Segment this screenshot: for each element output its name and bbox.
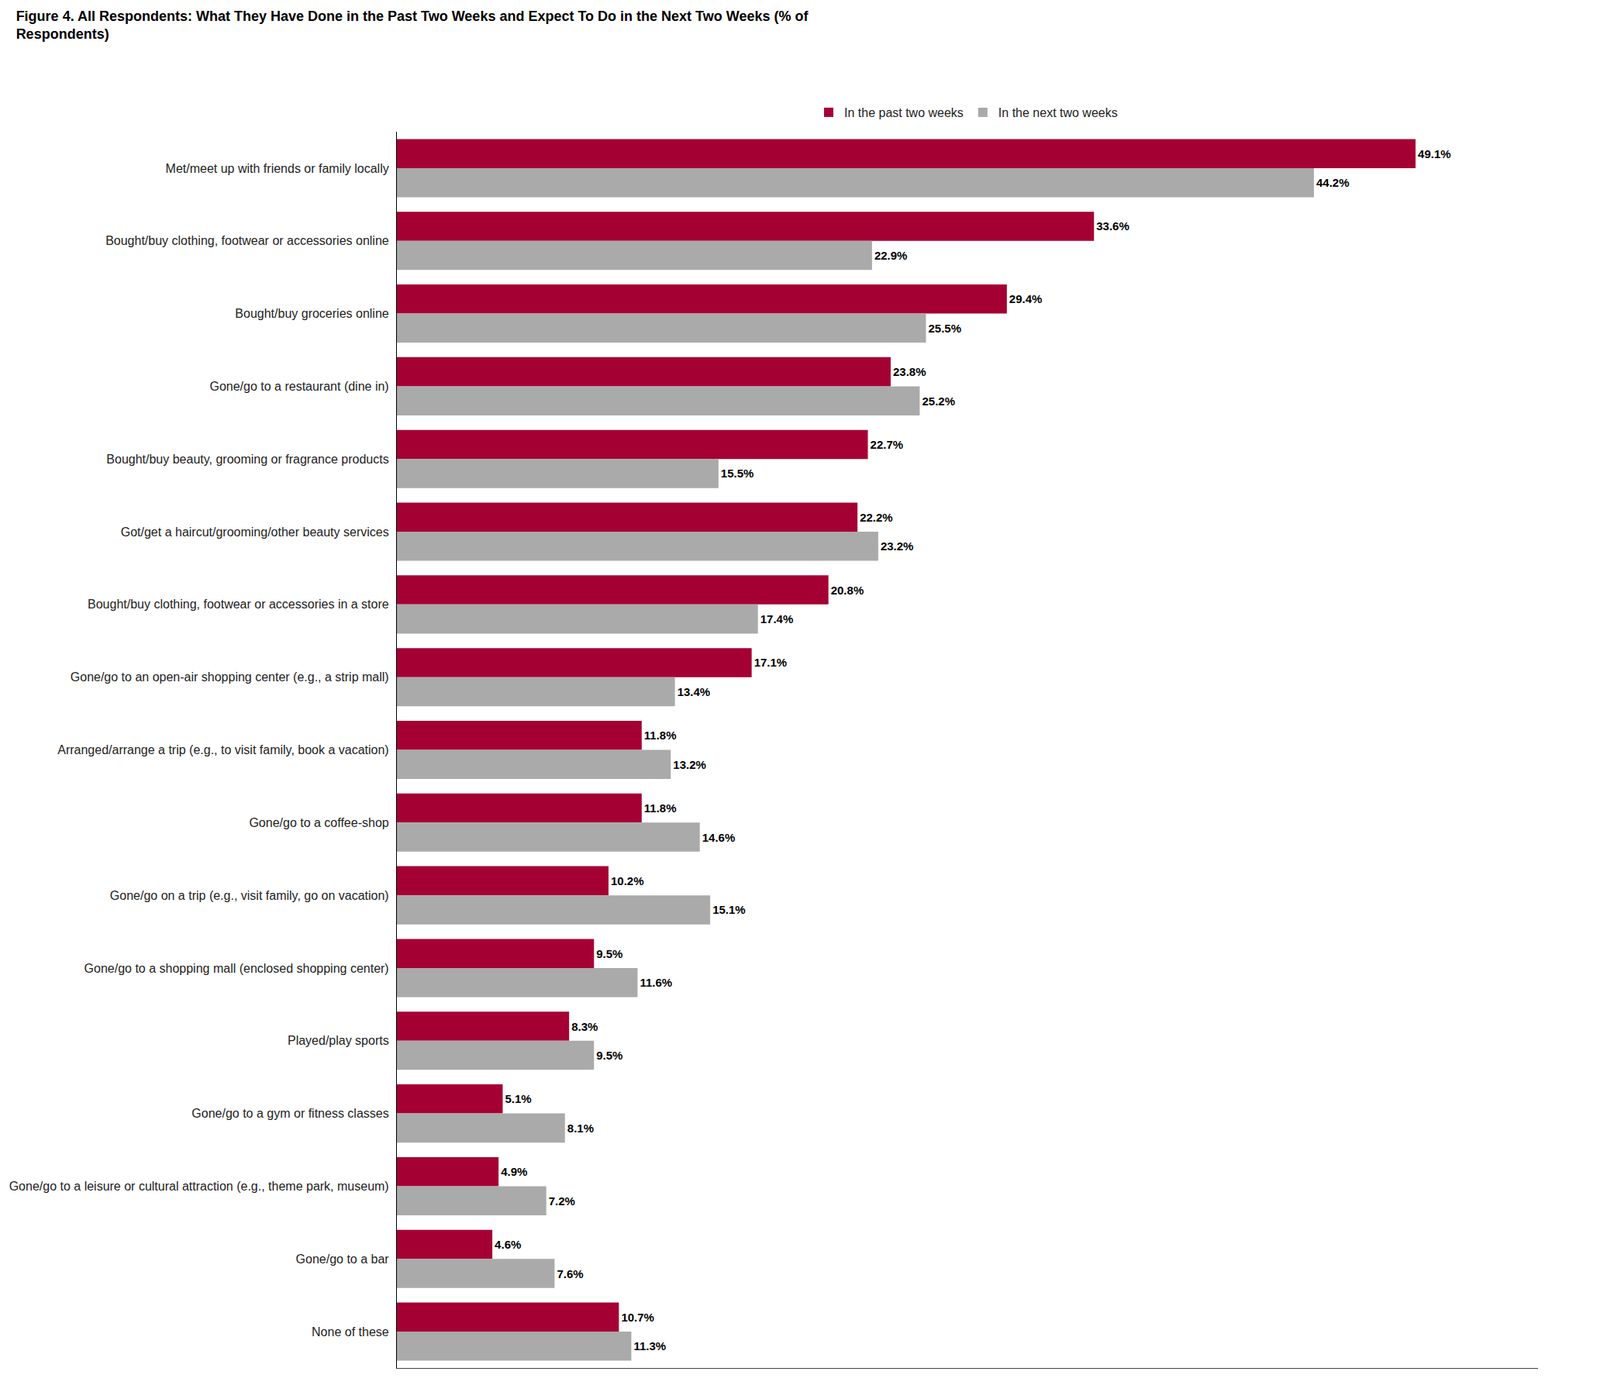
svg-text:Arranged/arrange a trip (e.g.,: Arranged/arrange a trip (e.g., to visit … [57,743,389,757]
svg-text:15.5%: 15.5% [720,466,755,480]
svg-text:8.3%: 8.3% [571,1020,598,1034]
svg-text:Gone/go to a bar: Gone/go to a bar [296,1252,390,1266]
svg-text:9.5%: 9.5% [596,1048,623,1063]
svg-text:Figure 4. All Respondents: Wha: Figure 4. All Respondents: What They Hav… [16,8,810,42]
svg-text:10.2%: 10.2% [610,874,645,888]
svg-text:8.1%: 8.1% [567,1121,594,1135]
svg-text:Got/get a haircut/grooming/oth: Got/get a haircut/grooming/other beauty … [120,525,390,539]
svg-text:In the next two weeks: In the next two weeks [998,106,1118,120]
svg-text:Gone/go to an open-air shoppin: Gone/go to an open-air shopping center (… [70,670,390,684]
svg-text:Bought/buy beauty, grooming or: Bought/buy beauty, grooming or fragrance… [106,452,389,466]
svg-text:None of these: None of these [311,1325,390,1339]
svg-text:23.8%: 23.8% [893,365,927,379]
svg-text:10.7%: 10.7% [620,1310,655,1325]
svg-text:29.4%: 29.4% [1009,292,1043,306]
svg-text:4.9%: 4.9% [500,1165,528,1179]
svg-text:Gone/go to a gym or fitness cl: Gone/go to a gym or fitness classes [191,1106,389,1121]
svg-text:15.1%: 15.1% [712,903,746,917]
svg-text:25.2%: 25.2% [921,394,956,408]
svg-text:20.8%: 20.8% [831,583,865,597]
svg-text:22.2%: 22.2% [859,510,894,525]
svg-text:Gone/go on a trip (e.g., visit: Gone/go on a trip (e.g., visit family, g… [110,889,390,903]
svg-text:Bought/buy groceries online: Bought/buy groceries online [234,306,389,321]
svg-text:22.7%: 22.7% [870,437,904,452]
svg-text:11.8%: 11.8% [644,728,677,742]
svg-text:Bought/buy clothing, footwear: Bought/buy clothing, footwear or accesso… [87,597,390,611]
svg-text:4.6%: 4.6% [494,1237,521,1252]
svg-text:11.3%: 11.3% [633,1339,666,1353]
svg-text:7.6%: 7.6% [556,1267,583,1281]
svg-text:Met/meet up with friends or fa: Met/meet up with friends or family local… [165,162,390,176]
svg-text:Bought/buy clothing, footwear: Bought/buy clothing, footwear or accesso… [105,234,390,248]
svg-text:Gone/go to a coffee-shop: Gone/go to a coffee-shop [248,816,389,830]
svg-text:49.1%: 49.1% [1417,147,1452,161]
svg-text:14.6%: 14.6% [702,831,736,845]
svg-text:33.6%: 33.6% [1096,219,1130,233]
svg-text:13.4%: 13.4% [677,685,711,699]
svg-text:In the past two weeks: In the past two weeks [844,106,964,120]
svg-text:5.1%: 5.1% [504,1092,532,1106]
svg-text:Played/play sports: Played/play sports [287,1034,390,1048]
svg-text:7.2%: 7.2% [548,1194,576,1208]
svg-text:23.2%: 23.2% [880,539,914,553]
svg-text:11.6%: 11.6% [639,975,673,990]
svg-text:22.9%: 22.9% [874,248,908,263]
svg-text:17.1%: 17.1% [754,655,788,669]
svg-text:25.5%: 25.5% [927,321,962,335]
svg-text:13.2%: 13.2% [672,758,707,772]
svg-text:Gone/go to a restaurant (dine: Gone/go to a restaurant (dine in) [209,379,389,394]
svg-text:Gone/go to a leisure or cultur: Gone/go to a leisure or cultural attract… [9,1179,390,1194]
svg-text:44.2%: 44.2% [1316,175,1350,190]
svg-text:17.4%: 17.4% [760,612,794,626]
svg-text:11.8%: 11.8% [644,801,677,815]
svg-text:Gone/go to a shopping mall (en: Gone/go to a shopping mall (enclosed sho… [84,962,390,976]
svg-text:9.5%: 9.5% [596,947,623,961]
